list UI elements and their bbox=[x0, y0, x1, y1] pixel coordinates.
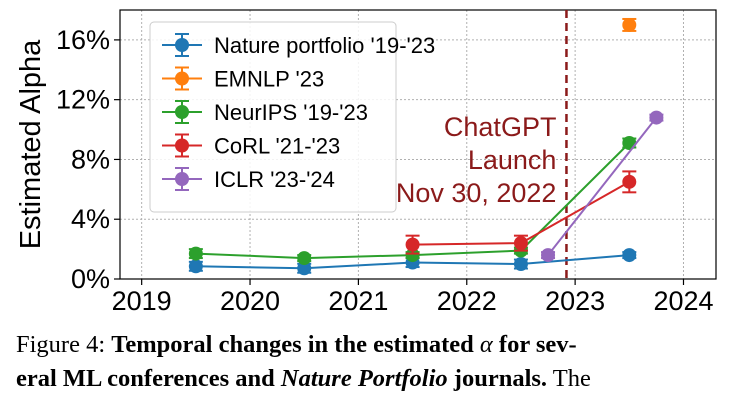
x-tick-label: 2024 bbox=[653, 286, 713, 316]
series-line-4 bbox=[547, 116, 658, 256]
caption-bold-3: eral ML conferences and bbox=[16, 365, 281, 392]
legend: Nature portfolio '19-'23 EMNLP '23 NeurIPS… bbox=[149, 21, 435, 213]
data-point bbox=[513, 257, 528, 272]
data-point bbox=[513, 236, 528, 251]
annotation-line: Nov 30, 2022 bbox=[396, 178, 557, 208]
data-point bbox=[297, 251, 312, 266]
caption-bold-4: journals. bbox=[447, 365, 548, 392]
data-point bbox=[541, 248, 556, 263]
legend-swatch-marker bbox=[175, 138, 189, 153]
plot-frame bbox=[119, 9, 717, 280]
y-tick-label: 8% bbox=[71, 144, 110, 174]
caption-italic: Nature Portfolio bbox=[280, 365, 448, 392]
x-tick-label: 2021 bbox=[328, 286, 388, 316]
legend-swatch-marker bbox=[175, 105, 189, 119]
caption-trail: The bbox=[547, 365, 591, 392]
x-tick-label: 2020 bbox=[220, 286, 280, 316]
data-point bbox=[622, 136, 637, 151]
y-axis-label: Estimated Alpha bbox=[15, 39, 47, 249]
legend-swatch-marker bbox=[175, 172, 189, 186]
legend-label: CoRL '21-'23 bbox=[214, 134, 340, 159]
data-point bbox=[188, 259, 203, 274]
legend-label: EMNLP '23 bbox=[214, 67, 324, 92]
caption-line-1: Figure 4: Temporal changes in the estima… bbox=[16, 328, 728, 362]
caption-bold-2: for sev- bbox=[492, 331, 577, 358]
x-tick-label: 2019 bbox=[112, 286, 172, 316]
y-tick-label: 0% bbox=[71, 264, 110, 294]
data-point bbox=[297, 261, 312, 276]
data-point bbox=[188, 246, 203, 261]
legend-item: CoRL '21-'23 bbox=[162, 133, 340, 159]
x-tick-label: 2023 bbox=[545, 286, 605, 316]
legend-item: Nature portfolio '19-'23 bbox=[162, 33, 435, 58]
legend-label: Nature portfolio '19-'23 bbox=[214, 33, 435, 58]
caption-bold-1: Temporal changes in the estimated bbox=[111, 331, 480, 358]
data-point bbox=[405, 248, 420, 263]
legend-item: NeurIPS '19-'23 bbox=[162, 100, 368, 125]
legend-label: ICLR '23-'24 bbox=[214, 167, 335, 192]
caption-prefix: Figure 4: bbox=[16, 331, 112, 358]
legend-swatch-marker bbox=[175, 38, 189, 52]
y-tick-label: 16% bbox=[56, 25, 110, 55]
chart: 2019 2020 2021 2022 2023 2024 0% 4% 8% 12% 16% Esti… bbox=[15, 9, 717, 316]
data-point bbox=[649, 110, 664, 125]
data-point bbox=[622, 174, 637, 189]
legend-swatch-marker bbox=[175, 71, 189, 86]
legend-item: ICLR '23-'24 bbox=[162, 167, 335, 192]
y-tick-label: 12% bbox=[56, 85, 110, 115]
legend-label: NeurIPS '19-'23 bbox=[214, 100, 368, 125]
figure-caption: Figure 4: Temporal changes in the estima… bbox=[16, 328, 728, 396]
legend-item: EMNLP '23 bbox=[162, 66, 324, 92]
legend-frame bbox=[149, 21, 397, 213]
annotation-line: ChatGPT bbox=[444, 112, 557, 142]
data-point bbox=[405, 237, 420, 252]
annotation-line: Launch bbox=[468, 145, 557, 175]
x-tick-label: 2022 bbox=[437, 286, 497, 316]
data-point bbox=[622, 248, 637, 263]
caption-alpha: α bbox=[479, 331, 493, 358]
caption-line-2: eral ML conferences and Nature Portfolio… bbox=[16, 362, 728, 396]
data-point bbox=[622, 17, 637, 32]
y-tick-label: 4% bbox=[71, 204, 110, 234]
